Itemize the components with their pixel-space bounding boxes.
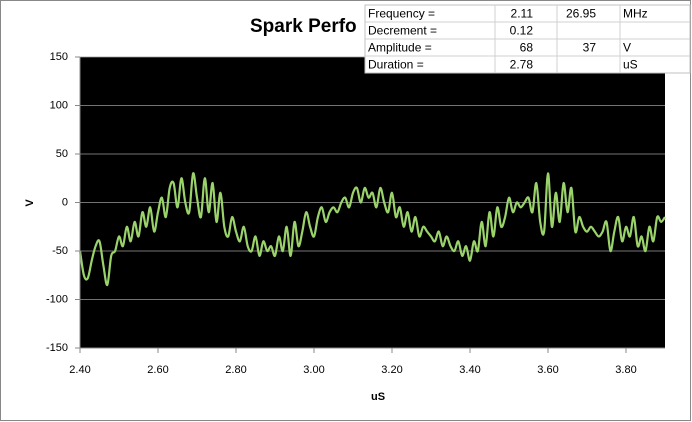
table-cell: Decrement = — [368, 24, 437, 38]
y-tick-label: 50 — [56, 148, 68, 160]
y-tick-label: -150 — [46, 342, 68, 354]
x-tick-label: 3.40 — [459, 364, 480, 376]
y-tick-label: 150 — [50, 51, 68, 63]
x-tick-label: 3.00 — [303, 364, 324, 376]
table-cell: 37 — [583, 41, 597, 55]
y-tick-label: -100 — [46, 293, 68, 305]
y-tick-label: -50 — [52, 245, 68, 257]
y-axis-title: V — [24, 199, 36, 207]
table-cell: Duration = — [368, 58, 424, 72]
table-cell: uS — [623, 58, 638, 72]
x-axis-title: uS — [371, 391, 385, 403]
x-tick-label: 2.80 — [225, 364, 246, 376]
table-cell: MHz — [623, 7, 648, 21]
table-cell: 2.78 — [510, 58, 534, 72]
x-tick-label: 3.20 — [381, 364, 402, 376]
x-tick-label: 2.60 — [147, 364, 168, 376]
data-line — [78, 172, 666, 287]
table-cell: 26.95 — [566, 7, 596, 21]
table-cell: Amplitude = — [368, 41, 432, 55]
table-cell: 68 — [520, 41, 534, 55]
x-tick-label: 2.40 — [69, 364, 90, 376]
x-tick-label: 3.80 — [615, 364, 636, 376]
y-tick-label: 0 — [62, 196, 68, 208]
table-cell: Frequency = — [368, 7, 435, 21]
table-cell: V — [623, 41, 631, 55]
table-cell: 2.11 — [511, 7, 534, 21]
y-tick-label: 100 — [50, 99, 68, 111]
table-cell: 0.12 — [510, 24, 534, 38]
chart-title: Spark Perfo — [250, 16, 357, 37]
x-tick-label: 3.60 — [537, 364, 558, 376]
